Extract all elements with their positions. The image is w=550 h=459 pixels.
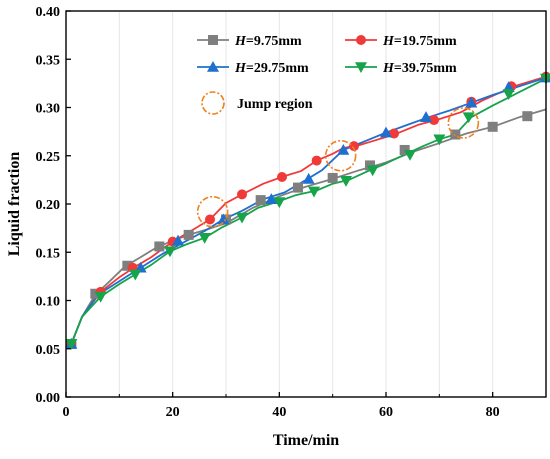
x-tick-label: 0 [63,405,70,420]
series-markers [65,71,550,350]
series-2-point [389,128,399,139]
y-tick-label: 0.35 [36,53,61,68]
series-1-point [327,172,338,183]
legend-jump-region-label: Jump region [237,97,313,112]
y-tick-label: 0.05 [36,343,61,358]
legend-marker-1 [208,35,218,45]
series-4-point [462,112,475,124]
series-3-point [337,143,350,155]
x-tick-label: 80 [486,405,500,420]
series-4-point [198,232,211,244]
legend-marker-3 [207,61,219,72]
y-tick-label: 0.10 [36,295,61,310]
y-axis-title: Liquid fraction [6,152,23,257]
series-1-point [293,182,303,193]
legend-label-value: =9.75mm [246,34,302,49]
series-line-4 [70,77,547,345]
series-4-point [540,73,550,85]
series-line-1 [70,108,547,345]
series-4-point [433,134,446,146]
jump-region-annotations [196,107,480,228]
legend-label-4: H=39.75mm [382,61,457,76]
series-4-point [340,176,352,187]
y-tick-label: 0.20 [36,198,61,213]
legend-label-variable: H [382,61,395,76]
legend-marker-2 [356,35,366,45]
series-4-point [65,339,78,350]
series-3-point [380,126,392,138]
series-1-point [450,129,461,140]
series-1-point [522,111,533,122]
x-tick-label: 40 [272,405,286,420]
series-4-point [308,186,320,198]
series-1-point [90,288,101,299]
series-line-3 [70,76,547,345]
series-2-point [237,189,247,200]
series-4-point [236,212,248,224]
y-tick-label: 0.25 [36,150,61,165]
series-4-point [94,291,107,303]
y-tick-label: 0.15 [36,246,61,261]
y-tick-label: 0.30 [36,102,61,117]
x-axis-title: Time/min [273,432,339,449]
series-3-point [217,213,230,225]
series-2-point [429,115,439,126]
series-3-point [172,234,184,246]
series-2-point [205,214,215,225]
series-4-point [129,269,142,281]
series-2-point [311,155,322,166]
series-4-point [366,165,379,177]
series-line-2 [70,75,547,345]
legend-label-3: H=29.75mm [234,61,309,76]
series-3-point [302,172,315,184]
series-3-point [265,193,278,204]
legend-label-variable: H [234,61,247,76]
series-4-point [164,246,176,258]
series-1-point [154,241,165,252]
series-1-point [487,121,498,132]
jump-region-circle [324,139,357,172]
series-lines [70,75,547,345]
legend-marker-4 [355,62,367,73]
axis-ticks: 0 20 40 60 80 0.00 0.05 0.10 0.15 0.20 0.25 0.30 0.3… [36,5,500,420]
legend-label-value: =39.75mm [394,61,457,76]
x-tick-label: 20 [166,405,180,420]
x-tick-label: 60 [379,405,393,420]
legend-label-2: H=19.75mm [382,34,457,49]
series-1-point [183,229,194,240]
series-4-point [273,197,286,209]
series-1-point [399,144,410,155]
legend-label-value: =19.75mm [394,34,457,49]
y-tick-label: 0.00 [36,391,61,406]
series-4-point [502,89,515,100]
series-2-point [349,141,359,152]
legend-label-variable: H [382,34,395,49]
series-1-point [365,160,375,171]
series-3-point [465,96,478,108]
series-4-point [404,149,416,161]
series-1-point [255,195,266,206]
legend-jump-region-icon [201,91,225,115]
legend-label-value: =29.75mm [246,61,309,76]
y-tick-label: 0.40 [36,5,61,20]
jump-region-circle [196,195,229,228]
jump-region-circle [447,107,480,139]
legend-label-variable: H [234,34,247,49]
legend-label-1: H=9.75mm [234,34,302,49]
series-3-point [420,111,432,122]
series-1-point [122,260,133,271]
series-2-point [277,171,287,182]
